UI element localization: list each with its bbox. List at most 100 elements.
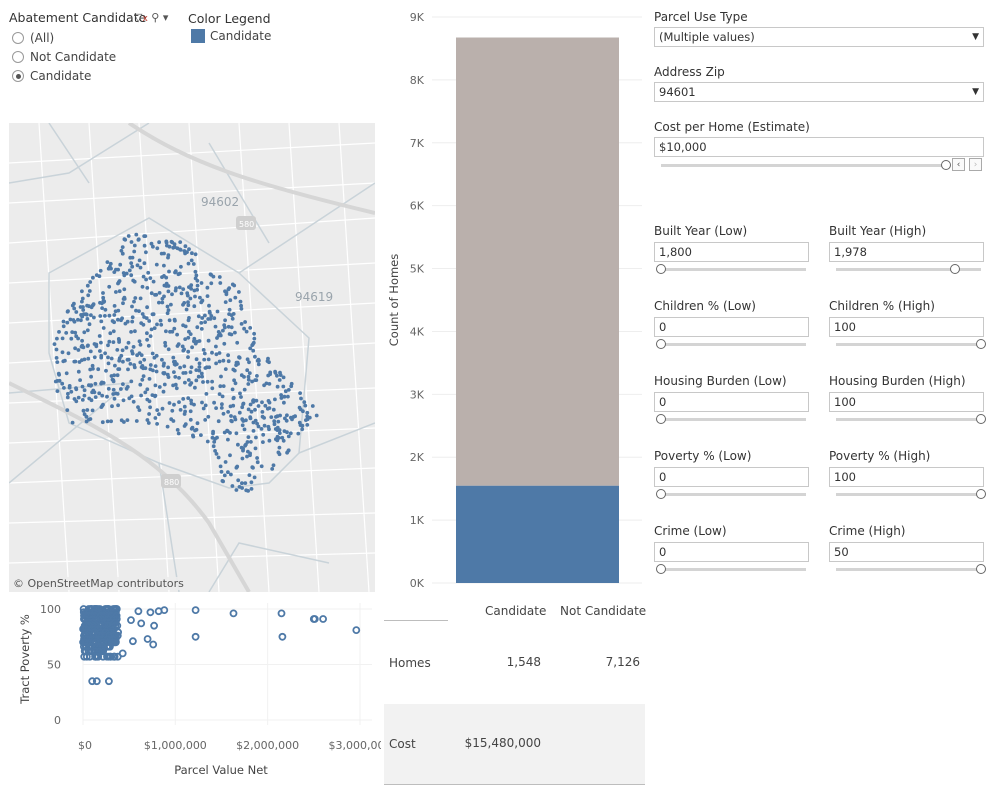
low-param-input[interactable]: 0 xyxy=(654,392,809,412)
parcel-dot xyxy=(142,357,147,362)
parcel-dot xyxy=(189,258,194,263)
low-param-slider-track[interactable] xyxy=(661,568,806,571)
cost-slider-track[interactable] xyxy=(661,164,946,167)
parcel-dot xyxy=(57,330,61,334)
parcel-dot xyxy=(147,377,152,381)
parcel-dot xyxy=(260,414,265,419)
filter-option-not-candidate[interactable]: Not Candidate xyxy=(12,48,116,66)
y-tick-label: 6K xyxy=(410,200,425,213)
legend-item-candidate[interactable]: Candidate xyxy=(191,29,271,43)
parcel-dot xyxy=(229,325,234,330)
parcel-dot xyxy=(183,371,188,375)
high-param-slider-track[interactable] xyxy=(836,418,981,421)
parcel-dot xyxy=(131,345,136,349)
parcel-dot xyxy=(148,276,153,280)
parcel-dot xyxy=(165,372,170,377)
filter-option-candidate[interactable]: Candidate xyxy=(12,67,91,85)
parcel-dot xyxy=(137,351,142,356)
high-param-slider-handle[interactable] xyxy=(976,339,986,349)
high-param-input[interactable]: 1,978 xyxy=(829,242,984,262)
high-param-input[interactable]: 100 xyxy=(829,317,984,337)
high-param-input[interactable]: 100 xyxy=(829,467,984,487)
map-canvas[interactable]: 94602 94619 580 880 xyxy=(9,123,375,592)
scatter-point xyxy=(88,677,97,686)
homes-candidate-value: 1,548 xyxy=(506,655,541,669)
parcel-dot xyxy=(129,379,134,384)
parcel-dot xyxy=(135,263,140,268)
high-param-slider-track[interactable] xyxy=(836,268,981,271)
parcel-dot xyxy=(91,366,95,371)
low-param-input[interactable]: 0 xyxy=(654,317,809,337)
radio-button[interactable] xyxy=(12,32,24,44)
parcel-dot xyxy=(178,247,182,252)
parcel-dot xyxy=(120,348,125,353)
parcel-dot xyxy=(252,475,257,480)
high-param-slider-track[interactable] xyxy=(836,343,981,346)
parcel-dot xyxy=(223,367,228,371)
parcel-dot xyxy=(87,417,91,422)
parcel-dot xyxy=(80,338,84,343)
step-back-button[interactable]: ‹ xyxy=(952,158,965,171)
low-param-input[interactable]: 0 xyxy=(654,542,809,562)
cost-slider-handle[interactable] xyxy=(941,160,951,170)
dropdown-caret-icon: ▼ xyxy=(972,87,979,97)
radio-button-selected[interactable] xyxy=(12,70,24,82)
parcel-dot xyxy=(170,292,174,297)
parcel-map[interactable]: 94602 94619 580 880 xyxy=(9,123,375,592)
high-param-slider-handle[interactable] xyxy=(976,489,986,499)
high-param-slider-handle[interactable] xyxy=(949,264,960,274)
parcel-dot xyxy=(146,270,151,275)
low-param-slider-track[interactable] xyxy=(661,418,806,421)
low-param-slider-handle[interactable] xyxy=(656,339,666,349)
step-forward-button[interactable]: › xyxy=(969,158,982,171)
parcel-dot xyxy=(246,407,251,412)
low-param-input[interactable]: 1,800 xyxy=(654,242,809,262)
high-param-slider-track[interactable] xyxy=(836,493,981,496)
parcel-dot xyxy=(124,345,129,350)
high-param-slider-track[interactable] xyxy=(836,568,981,571)
parcel-dot xyxy=(242,326,247,331)
filter-option-all[interactable]: (All) xyxy=(12,29,54,47)
search-icon[interactable]: ⚲ xyxy=(151,11,160,24)
parcel-dot xyxy=(266,424,271,429)
parcel-dot xyxy=(232,378,237,383)
bar-segment-candidate[interactable] xyxy=(456,485,619,583)
low-param-input[interactable]: 0 xyxy=(654,467,809,487)
parcel-dot xyxy=(99,340,103,345)
parcel-use-label: Parcel Use Type xyxy=(654,10,748,24)
parcel-dot xyxy=(106,343,110,348)
low-param-slider-track[interactable] xyxy=(661,268,806,271)
chevron-down-icon[interactable]: ▾ xyxy=(162,11,169,24)
parcel-dot xyxy=(282,394,287,399)
high-param-input[interactable]: 100 xyxy=(829,392,984,412)
high-param-slider-handle[interactable] xyxy=(976,414,986,424)
parcel-dot xyxy=(171,419,176,423)
cost-per-home-input[interactable]: $10,000 xyxy=(654,137,984,157)
low-param-slider-handle[interactable] xyxy=(656,564,666,574)
high-param-slider-handle[interactable] xyxy=(976,564,986,574)
parcel-dot xyxy=(85,408,90,412)
low-param-slider-track[interactable] xyxy=(661,493,806,496)
parcel-dot xyxy=(270,467,275,471)
radio-button[interactable] xyxy=(12,51,24,63)
parcel-dot xyxy=(221,411,226,416)
address-zip-dropdown[interactable]: 94601 ▼ xyxy=(654,82,984,102)
high-param-input[interactable]: 50 xyxy=(829,542,984,562)
low-param-slider-handle[interactable] xyxy=(656,414,666,424)
low-param-slider-handle[interactable] xyxy=(656,489,666,499)
parcel-dot xyxy=(186,300,190,305)
filter-tools[interactable]: ▽x ⚲ ▾ xyxy=(134,11,168,24)
parcel-dot xyxy=(223,318,228,323)
parcel-dot xyxy=(196,314,201,319)
parcel-dot xyxy=(166,365,171,370)
parcel-use-dropdown[interactable]: (Multiple values) ▼ xyxy=(654,27,984,47)
parcel-dot xyxy=(277,445,282,450)
parcel-dot xyxy=(140,284,145,289)
parcel-dot xyxy=(193,276,198,281)
bar-segment-not-candidate[interactable] xyxy=(456,37,619,486)
parcel-dot xyxy=(133,329,137,334)
clear-filter-icon[interactable]: ▽x xyxy=(134,11,148,24)
low-param-slider-track[interactable] xyxy=(661,343,806,346)
parcel-dot xyxy=(167,244,172,249)
low-param-slider-handle[interactable] xyxy=(656,264,666,274)
